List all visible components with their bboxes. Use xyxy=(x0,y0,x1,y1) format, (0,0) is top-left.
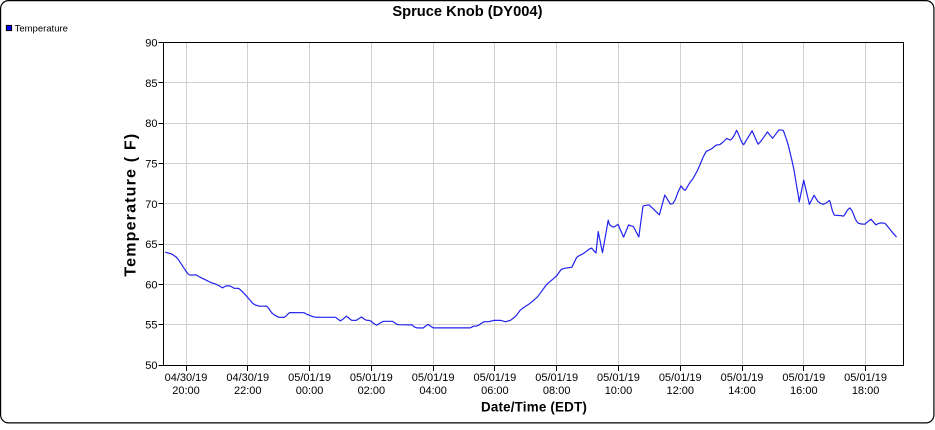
svg-text:06:00: 06:00 xyxy=(481,385,509,397)
svg-text:04/30/19: 04/30/19 xyxy=(165,372,208,384)
svg-text:08:00: 08:00 xyxy=(543,385,571,397)
svg-text:20:00: 20:00 xyxy=(172,385,200,397)
svg-text:75: 75 xyxy=(145,158,157,170)
svg-text:80: 80 xyxy=(145,118,157,130)
svg-text:05/01/19: 05/01/19 xyxy=(782,372,825,384)
svg-text:85: 85 xyxy=(145,78,157,90)
svg-text:Temperature ( F): Temperature ( F) xyxy=(122,133,139,277)
svg-text:Date/Time (EDT): Date/Time (EDT) xyxy=(481,400,587,415)
svg-text:14:00: 14:00 xyxy=(728,385,756,397)
svg-text:04/30/19: 04/30/19 xyxy=(226,372,269,384)
svg-text:90: 90 xyxy=(145,38,157,50)
svg-text:55: 55 xyxy=(145,320,157,332)
svg-text:05/01/19: 05/01/19 xyxy=(350,372,393,384)
svg-text:60: 60 xyxy=(145,279,157,291)
svg-text:05/01/19: 05/01/19 xyxy=(597,372,640,384)
svg-text:Temperature: Temperature xyxy=(15,24,68,35)
svg-text:00:00: 00:00 xyxy=(296,385,324,397)
svg-text:65: 65 xyxy=(145,239,157,251)
svg-text:05/01/19: 05/01/19 xyxy=(288,372,331,384)
svg-text:10:00: 10:00 xyxy=(605,385,633,397)
svg-text:18:00: 18:00 xyxy=(852,385,880,397)
svg-text:05/01/19: 05/01/19 xyxy=(844,372,887,384)
svg-text:05/01/19: 05/01/19 xyxy=(659,372,702,384)
svg-text:05/01/19: 05/01/19 xyxy=(412,372,455,384)
svg-text:05/01/19: 05/01/19 xyxy=(721,372,764,384)
svg-text:16:00: 16:00 xyxy=(790,385,818,397)
svg-text:Spruce Knob (DY004): Spruce Knob (DY004) xyxy=(392,4,542,20)
svg-text:50: 50 xyxy=(145,360,157,372)
svg-text:70: 70 xyxy=(145,199,157,211)
svg-text:05/01/19: 05/01/19 xyxy=(535,372,578,384)
svg-text:04:00: 04:00 xyxy=(419,385,447,397)
svg-text:05/01/19: 05/01/19 xyxy=(473,372,516,384)
svg-text:12:00: 12:00 xyxy=(666,385,694,397)
svg-text:22:00: 22:00 xyxy=(234,385,262,397)
svg-text:02:00: 02:00 xyxy=(358,385,386,397)
